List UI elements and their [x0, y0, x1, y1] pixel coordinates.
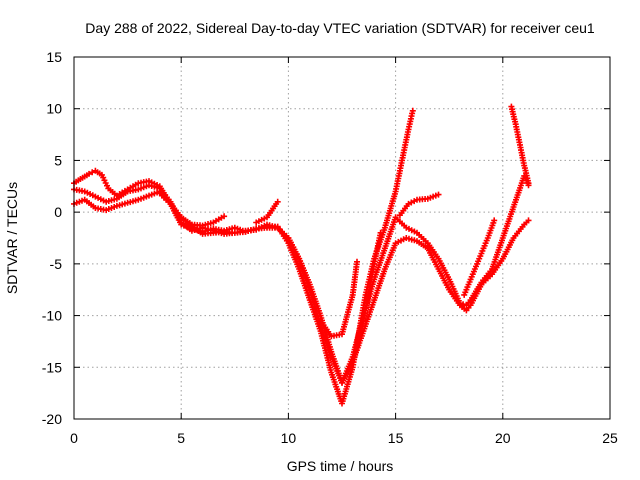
- data-point-marker: [89, 169, 96, 176]
- data-point-marker: [435, 191, 442, 198]
- series-satellite-track-4: [156, 190, 228, 229]
- y-tick-label: 15: [46, 49, 62, 65]
- x-tick-label: 10: [281, 430, 297, 446]
- axis-ticks: 0 5 10 15 20 25 15 10 5 0 -5 -10 -15 -20: [42, 49, 618, 446]
- x-tick-label: 15: [388, 430, 404, 446]
- x-tick-label: 0: [70, 430, 78, 446]
- series-satellite-track-9: [461, 217, 498, 298]
- data-point-marker: [221, 213, 228, 220]
- data-point-marker: [274, 198, 281, 205]
- y-tick-label: -20: [42, 411, 62, 427]
- y-tick-label: 5: [54, 152, 62, 168]
- series-line: [72, 109, 414, 405]
- series-satellite-track-6: [317, 258, 360, 340]
- x-axis-label: GPS time / hours: [287, 458, 394, 474]
- y-tick-label: 10: [46, 101, 62, 117]
- data-point-marker: [525, 180, 532, 187]
- data-point-marker: [525, 217, 532, 224]
- series-satellite-track-10: [508, 103, 532, 187]
- data-point-marker: [86, 170, 92, 177]
- x-tick-label: 25: [602, 430, 618, 446]
- plot-frame: [73, 56, 611, 420]
- y-axis-label: SDTVAR / TECUs: [4, 182, 20, 294]
- data-point-marker: [460, 301, 467, 308]
- grid-lines: [74, 57, 610, 419]
- data-point-marker: [456, 300, 463, 307]
- y-tick-label: -10: [42, 308, 62, 324]
- series-satellite-track-5: [253, 198, 281, 226]
- data-point-marker: [354, 258, 360, 265]
- series-satellite-track-8: [396, 191, 442, 219]
- y-tick-label: -5: [50, 256, 63, 272]
- data-series: [71, 103, 532, 407]
- chart-title: Day 288 of 2022, Sidereal Day-to-day VTE…: [85, 20, 595, 36]
- series-satellite-track-7: [354, 229, 384, 350]
- data-point-marker: [409, 107, 416, 114]
- y-tick-label: -15: [42, 359, 62, 375]
- y-tick-label: 0: [54, 204, 62, 220]
- x-tick-label: 20: [495, 430, 511, 446]
- data-point-marker: [377, 229, 384, 236]
- x-tick-label: 5: [177, 430, 185, 446]
- series-satellite-track-1: [71, 107, 416, 407]
- data-point-marker: [491, 217, 498, 224]
